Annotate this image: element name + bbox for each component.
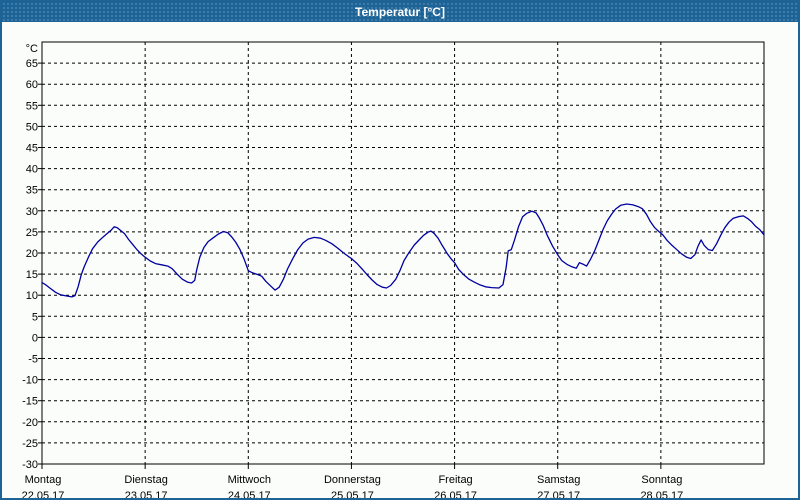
- day-name-label: Mittwoch: [228, 474, 271, 486]
- grid-lines: [42, 42, 765, 464]
- day-date-label: 24.05.17: [228, 490, 271, 500]
- day-name-label: Dienstag: [124, 474, 167, 486]
- day-name-label: Montag: [25, 474, 62, 486]
- y-tick-label: 0: [32, 332, 38, 344]
- y-tick-label: 10: [26, 290, 38, 302]
- day-name-label: Sonntag: [641, 474, 682, 486]
- y-tick-label: -30: [22, 459, 38, 471]
- plot-frame: [41, 41, 765, 465]
- y-tick-label: 30: [26, 206, 38, 218]
- y-axis-labels: °C -30 -25 -20 -15 -10 -5 0 5 10 15 20 25 30 35 40 45 50 5…: [22, 43, 42, 471]
- day-date-label: 22.05.17: [22, 490, 65, 500]
- temperature-chart: °C -30 -25 -20 -15 -10 -5 0 5 10 15 20 25 30 35 40 45 50 5…: [22, 41, 765, 500]
- day-name-label: Samstag: [537, 474, 580, 486]
- y-tick-label: 25: [26, 227, 38, 239]
- day-date-label: 26.05.17: [434, 490, 477, 500]
- day-date-label: 27.05.17: [537, 490, 580, 500]
- y-tick-label: 65: [26, 58, 38, 70]
- y-tick-label: 40: [26, 164, 38, 176]
- y-tick-label: -5: [28, 354, 38, 366]
- y-tick-label: 20: [26, 248, 38, 260]
- temperature-series-line: [41, 203, 765, 298]
- day-date-label: 23.05.17: [125, 490, 168, 500]
- y-axis-unit-label: °C: [26, 43, 38, 55]
- x-axis-labels: Montag 22.05.17 Dienstag 23.05.17 Mittwoch 24…: [22, 464, 683, 500]
- y-tick-label: -20: [22, 417, 38, 429]
- day-date-label: 28.05.17: [640, 490, 683, 500]
- y-tick-label: -15: [22, 396, 38, 408]
- y-tick-label: 50: [26, 121, 38, 133]
- day-name-label: Donnerstag: [324, 474, 381, 486]
- y-tick-label: 60: [26, 79, 38, 91]
- day-name-label: Freitag: [438, 474, 472, 486]
- y-tick-label: 55: [26, 100, 38, 112]
- y-tick-label: -25: [22, 438, 38, 450]
- y-tick-label: 15: [26, 269, 38, 281]
- y-tick-label: 45: [26, 143, 38, 155]
- y-tick-label: 35: [26, 185, 38, 197]
- day-date-label: 25.05.17: [331, 490, 374, 500]
- window-titlebar[interactable]: Temperatur [°C]: [2, 2, 798, 22]
- y-tick-label: -10: [22, 375, 38, 387]
- window-title: Temperatur [°C]: [355, 5, 445, 19]
- y-tick-label: 5: [32, 311, 38, 323]
